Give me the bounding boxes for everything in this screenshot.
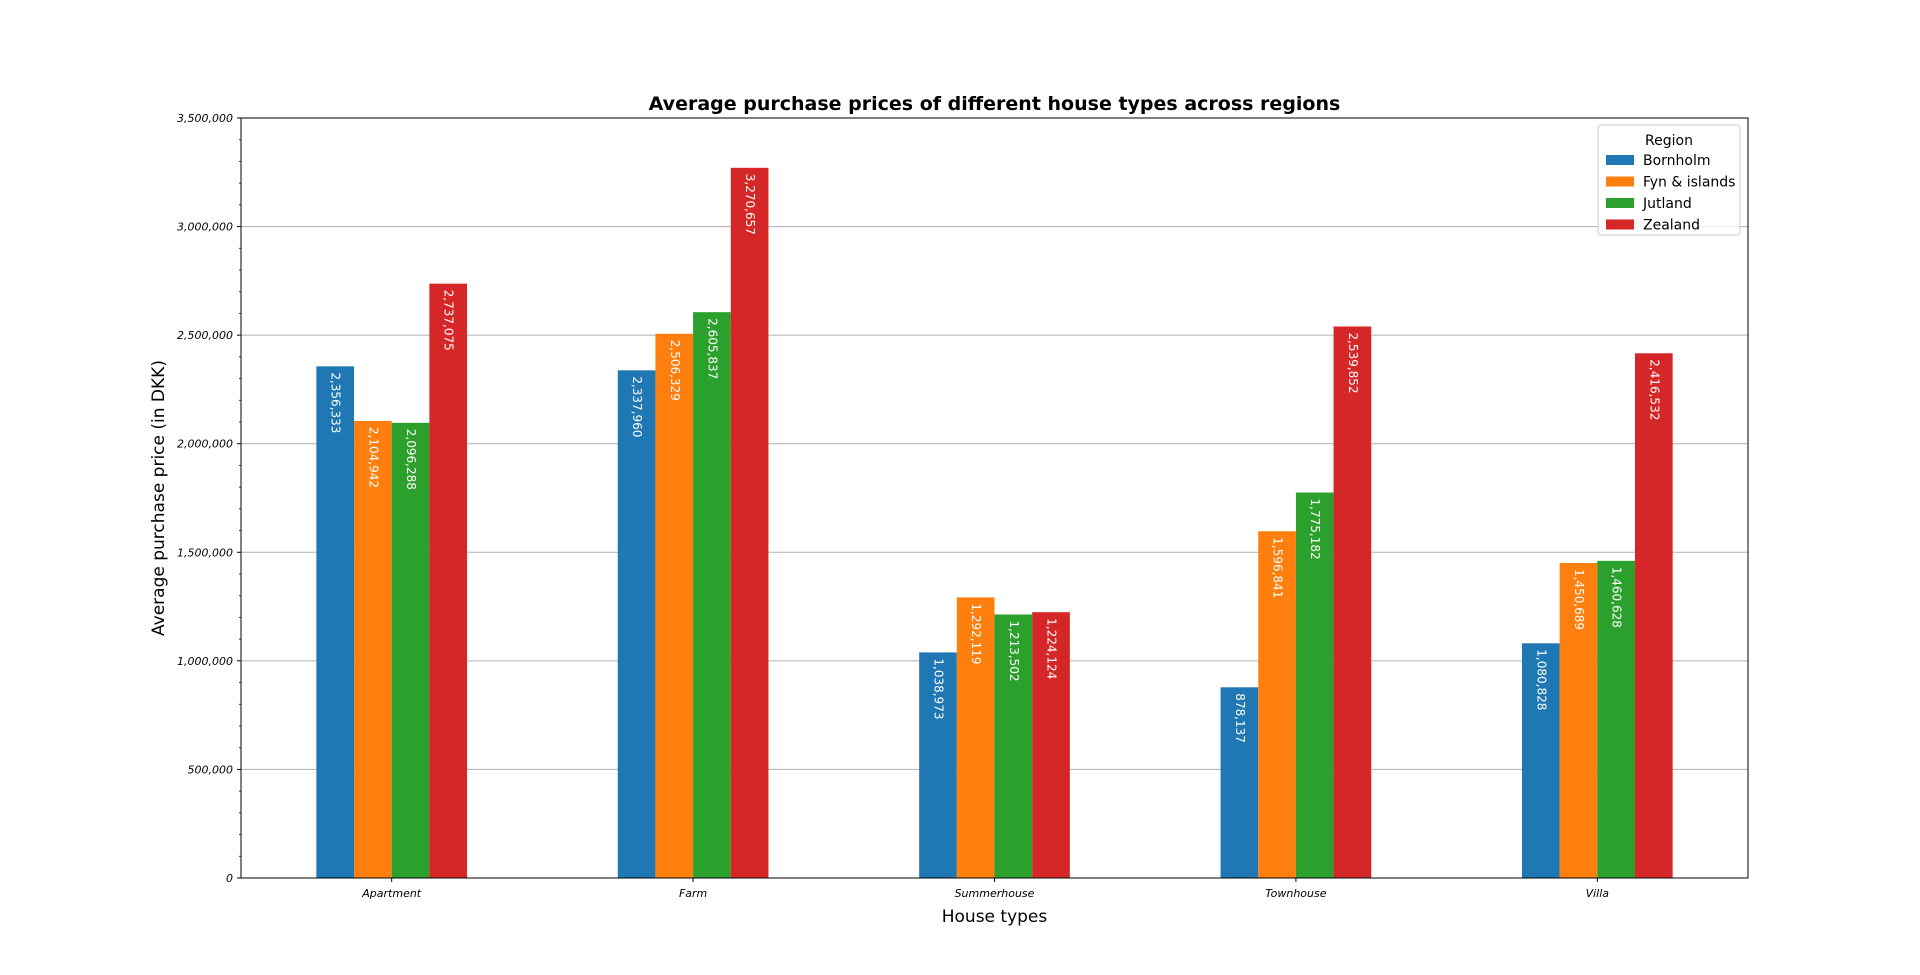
- legend: Region Bornholm Fyn & islands Jutland Zeala…: [1597, 124, 1741, 236]
- bar: [655, 333, 694, 878]
- bar: [693, 312, 731, 878]
- bar: [316, 366, 355, 878]
- legend-label: Jutland: [1642, 196, 1692, 212]
- y-tick-label: 2,500,000: [177, 329, 233, 342]
- bar-value-labels: 2,356,333 2,104,942 2,096,288 2,737,075 2,33…: [329, 174, 1662, 743]
- bar: [617, 370, 656, 878]
- legend-label: Fyn & islands: [1643, 175, 1735, 191]
- bar-value-label: 3,270,657: [743, 174, 757, 235]
- x-tick-label: Summerhouse: [955, 887, 1035, 900]
- bar: [730, 167, 769, 879]
- bar-value-label: 878,137: [1233, 693, 1247, 743]
- legend-swatch: [1606, 176, 1634, 187]
- y-tick-label: 3,000,000: [177, 221, 233, 234]
- legend-label: Bornholm: [1643, 153, 1711, 169]
- bar-value-label: 1,213,502: [1007, 620, 1021, 681]
- y-tick-label: 2,000,000: [177, 438, 233, 451]
- y-tick-label: 0: [226, 872, 233, 885]
- bar-value-label: 1,775,182: [1308, 499, 1322, 560]
- bar-value-label: 2,737,075: [442, 290, 456, 351]
- bar: [354, 420, 392, 878]
- bar-value-label: 2,104,942: [366, 427, 380, 488]
- bar-value-label: 1,460,628: [1610, 567, 1624, 628]
- bar-value-label: 2,539,852: [1346, 332, 1360, 393]
- bar: [1559, 562, 1598, 878]
- bar: [919, 652, 957, 878]
- chart-title: Average purchase prices of different hou…: [649, 93, 1341, 115]
- legend-swatch: [1606, 198, 1634, 208]
- x-tick-label: Villa: [1586, 887, 1610, 900]
- bar-value-label: 1,038,973: [931, 658, 945, 719]
- x-axis-label: House types: [942, 907, 1048, 927]
- bar: [1597, 560, 1635, 878]
- bars: [316, 167, 1673, 879]
- bar: [1333, 326, 1372, 879]
- bar: [1258, 531, 1296, 878]
- bar-value-label: 2,506,329: [668, 340, 682, 401]
- bar-value-label: 1,080,828: [1534, 649, 1548, 710]
- bar-value-label: 1,596,841: [1271, 537, 1285, 598]
- y-tick-label: 500,000: [188, 763, 234, 776]
- bar: [391, 422, 430, 878]
- bar: [1220, 687, 1259, 878]
- bar-value-label: 1,450,689: [1572, 569, 1586, 630]
- y-axis-label: Average purchase price (in DKK): [149, 360, 169, 636]
- bar: [1521, 643, 1560, 878]
- bar-value-label: 1,292,119: [969, 603, 983, 664]
- x-tick-label: Townhouse: [1265, 887, 1326, 900]
- y-tick-label: 1,500,000: [177, 546, 233, 559]
- x-tick-label: Farm: [679, 887, 707, 900]
- bar-value-label: 2,416,532: [1647, 359, 1661, 420]
- legend-label: Zealand: [1643, 218, 1700, 234]
- legend-title: Region: [1645, 133, 1693, 149]
- y-tick-label: 3,500,000: [177, 112, 233, 125]
- plot-frame: [240, 117, 1749, 879]
- axes: Apartment Farm Summerhouse Townhouse Villa 0 5…: [177, 112, 1749, 900]
- legend-swatch: [1606, 219, 1634, 230]
- legend-swatch: [1606, 155, 1634, 165]
- bar: [956, 597, 995, 878]
- bar: [994, 614, 1033, 878]
- bar: [429, 283, 468, 879]
- bar-value-label: 1,224,124: [1045, 618, 1059, 679]
- bar-value-label: 2,605,837: [705, 318, 719, 379]
- x-tick-label: Apartment: [361, 887, 422, 900]
- bar: [1295, 492, 1334, 878]
- bar-value-label: 2,096,288: [404, 429, 418, 490]
- bar: [1634, 353, 1673, 878]
- bar-value-label: 2,356,333: [329, 372, 343, 433]
- y-tick-label: 1,000,000: [177, 655, 233, 668]
- bar-value-label: 2,337,960: [630, 376, 644, 437]
- bar: [1032, 612, 1070, 878]
